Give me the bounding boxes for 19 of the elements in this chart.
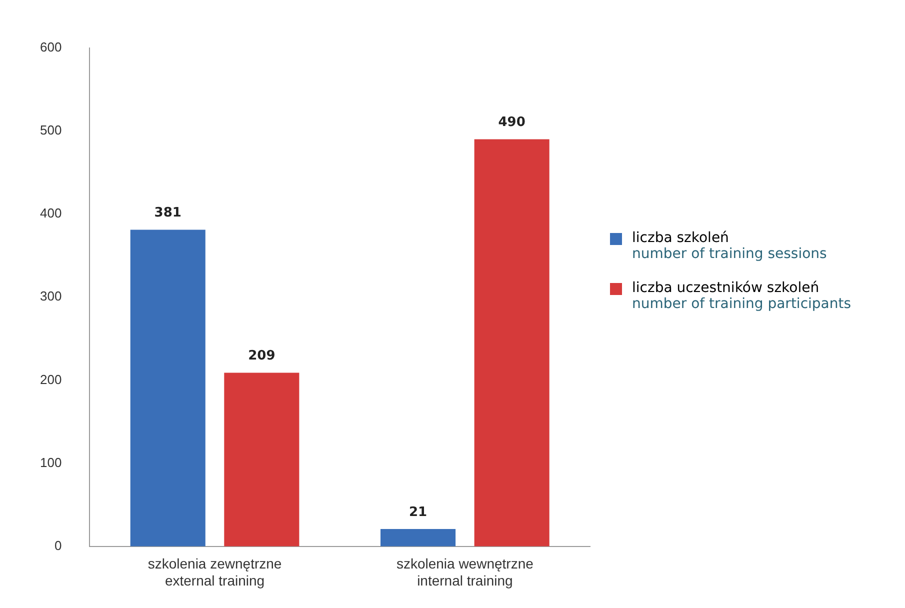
bar xyxy=(474,139,550,546)
y-tick-label: 100 xyxy=(40,454,62,470)
y-tick-label: 600 xyxy=(40,39,62,54)
legend-label: liczba uczestników szkoleń number of training participants xyxy=(632,280,852,312)
data-label: 490 xyxy=(498,115,526,130)
y-tick-label: 300 xyxy=(40,288,62,304)
y-tick-label: 400 xyxy=(40,206,62,221)
y-tick-label: 500 xyxy=(40,122,62,138)
legend-label: liczba szkoleń number of training sessions xyxy=(632,230,827,262)
y-tick-label: 0 xyxy=(54,538,62,553)
bar xyxy=(380,528,456,546)
bar xyxy=(130,230,206,546)
bar xyxy=(224,372,300,546)
y-tick-label: 200 xyxy=(40,372,62,387)
data-label: 381 xyxy=(154,206,182,221)
x-tick-label: szkolenia wewnętrzne internal training xyxy=(396,556,534,588)
data-label: 21 xyxy=(408,504,428,520)
x-tick-label: szkolenia zewnętrzne external training xyxy=(148,556,282,588)
data-label: 209 xyxy=(248,348,276,364)
